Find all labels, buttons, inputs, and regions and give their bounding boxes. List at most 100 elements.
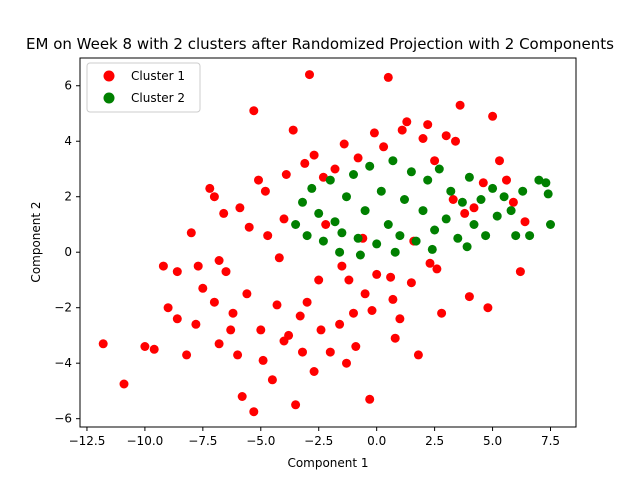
point-cluster-2-19 xyxy=(400,195,409,204)
point-cluster-2-46 xyxy=(355,250,365,260)
point-cluster-1-9 xyxy=(191,319,201,329)
point-cluster-1-37 xyxy=(330,164,340,174)
y-tick-label-6: 6 xyxy=(64,79,72,93)
legend-label-cluster-1: Cluster 1 xyxy=(131,69,185,83)
point-cluster-1-95 xyxy=(281,170,291,179)
point-cluster-2-24 xyxy=(430,225,440,235)
point-cluster-1-72 xyxy=(274,253,284,263)
point-cluster-1-56 xyxy=(441,131,451,141)
chart-title: EM on Week 8 with 2 clusters after Rando… xyxy=(26,35,614,53)
point-cluster-1-29 xyxy=(291,400,301,410)
point-cluster-1-60 xyxy=(464,292,474,302)
point-cluster-2-4 xyxy=(314,208,324,218)
point-cluster-1-23 xyxy=(263,231,273,241)
x-tick-label-8: 7.5 xyxy=(541,434,560,448)
point-cluster-1-16 xyxy=(233,350,243,360)
point-cluster-1-26 xyxy=(279,214,289,224)
point-cluster-1-93 xyxy=(235,203,245,213)
point-cluster-1-62 xyxy=(478,178,488,188)
point-cluster-2-15 xyxy=(376,186,386,196)
point-cluster-2-32 xyxy=(476,195,486,204)
point-cluster-1-53 xyxy=(425,258,435,268)
point-cluster-1-91 xyxy=(193,261,203,271)
point-cluster-2-21 xyxy=(411,236,421,246)
legend-box xyxy=(86,62,201,113)
point-cluster-1-22 xyxy=(258,355,268,365)
point-cluster-1-83 xyxy=(279,336,289,346)
point-cluster-1-64 xyxy=(488,111,498,121)
point-cluster-2-8 xyxy=(337,228,347,238)
point-cluster-2-29 xyxy=(457,197,467,207)
point-cluster-1-34 xyxy=(314,275,324,285)
x-tick-label-6: 2.5 xyxy=(425,434,444,448)
point-cluster-1-79 xyxy=(432,264,442,274)
point-cluster-1-39 xyxy=(342,358,351,368)
point-cluster-1-52 xyxy=(418,134,428,143)
y-tick-label-1: −4 xyxy=(54,356,72,370)
point-cluster-1-100 xyxy=(423,120,433,130)
point-cluster-2-35 xyxy=(492,211,502,221)
point-cluster-2-30 xyxy=(464,172,474,182)
point-cluster-1-10 xyxy=(198,283,208,293)
point-cluster-2-18 xyxy=(395,231,405,241)
point-cluster-1-57 xyxy=(448,195,458,204)
point-cluster-2-7 xyxy=(330,217,340,227)
point-cluster-1-49 xyxy=(402,117,412,127)
point-cluster-2-45 xyxy=(335,247,345,257)
point-cluster-2-43 xyxy=(543,189,553,199)
point-cluster-1-8 xyxy=(186,228,196,238)
point-cluster-1-54 xyxy=(430,156,440,166)
point-cluster-1-89 xyxy=(388,294,398,304)
point-cluster-1-66 xyxy=(502,175,511,185)
point-cluster-2-42 xyxy=(541,178,551,188)
point-cluster-1-1 xyxy=(119,379,129,389)
point-cluster-1-59 xyxy=(460,208,470,218)
x-tick-label-1: −10.0 xyxy=(127,434,164,448)
point-cluster-1-98 xyxy=(369,128,379,138)
point-cluster-1-73 xyxy=(302,297,312,307)
point-cluster-1-6 xyxy=(172,314,182,324)
plot-area xyxy=(80,58,576,427)
point-cluster-2-23 xyxy=(423,175,433,185)
point-cluster-1-32 xyxy=(305,70,314,80)
y-tick-label-2: −2 xyxy=(54,301,72,315)
point-cluster-1-75 xyxy=(344,275,354,285)
point-cluster-1-70 xyxy=(214,256,224,265)
point-cluster-1-38 xyxy=(337,261,347,271)
point-cluster-1-17 xyxy=(237,392,247,401)
point-cluster-2-37 xyxy=(506,206,516,216)
point-cluster-1-12 xyxy=(209,192,219,202)
point-cluster-1-71 xyxy=(244,222,254,232)
point-cluster-1-36 xyxy=(325,347,335,357)
y-tick-label-0: −6 xyxy=(54,412,72,426)
point-cluster-1-31 xyxy=(300,158,310,168)
x-tick-label-0: −12.5 xyxy=(69,434,106,448)
x-tick-label-2: −7.5 xyxy=(188,434,217,448)
point-cluster-1-90 xyxy=(172,267,182,277)
point-cluster-1-43 xyxy=(365,394,375,404)
point-cluster-2-44 xyxy=(546,220,555,229)
point-cluster-1-41 xyxy=(353,153,363,163)
point-cluster-1-3 xyxy=(149,344,159,354)
x-tick-label-7: 5.0 xyxy=(483,434,502,448)
point-cluster-1-47 xyxy=(390,333,400,343)
point-cluster-1-63 xyxy=(483,303,493,313)
plot-frame xyxy=(79,57,577,428)
point-cluster-1-42 xyxy=(360,289,370,299)
point-cluster-2-48 xyxy=(427,244,437,254)
point-cluster-1-25 xyxy=(272,300,282,310)
point-cluster-1-44 xyxy=(372,269,382,279)
y-axis: −6 −4 −2 0 2 4 6 xyxy=(54,79,80,426)
x-axis: −12.5 −10.0 −7.5 −5.0 −2.5 0.0 2.5 5.0 7.5 xyxy=(69,427,560,448)
point-cluster-1-80 xyxy=(209,297,219,307)
point-cluster-1-96 xyxy=(309,150,319,160)
point-cluster-2-38 xyxy=(511,231,521,241)
point-cluster-2-39 xyxy=(518,186,528,196)
point-cluster-1-50 xyxy=(406,278,416,288)
point-cluster-2-9 xyxy=(342,192,351,202)
point-cluster-1-87 xyxy=(351,342,361,351)
legend-label-cluster-2: Cluster 2 xyxy=(131,91,185,105)
point-cluster-1-84 xyxy=(298,347,307,357)
point-cluster-1-33 xyxy=(309,367,319,376)
